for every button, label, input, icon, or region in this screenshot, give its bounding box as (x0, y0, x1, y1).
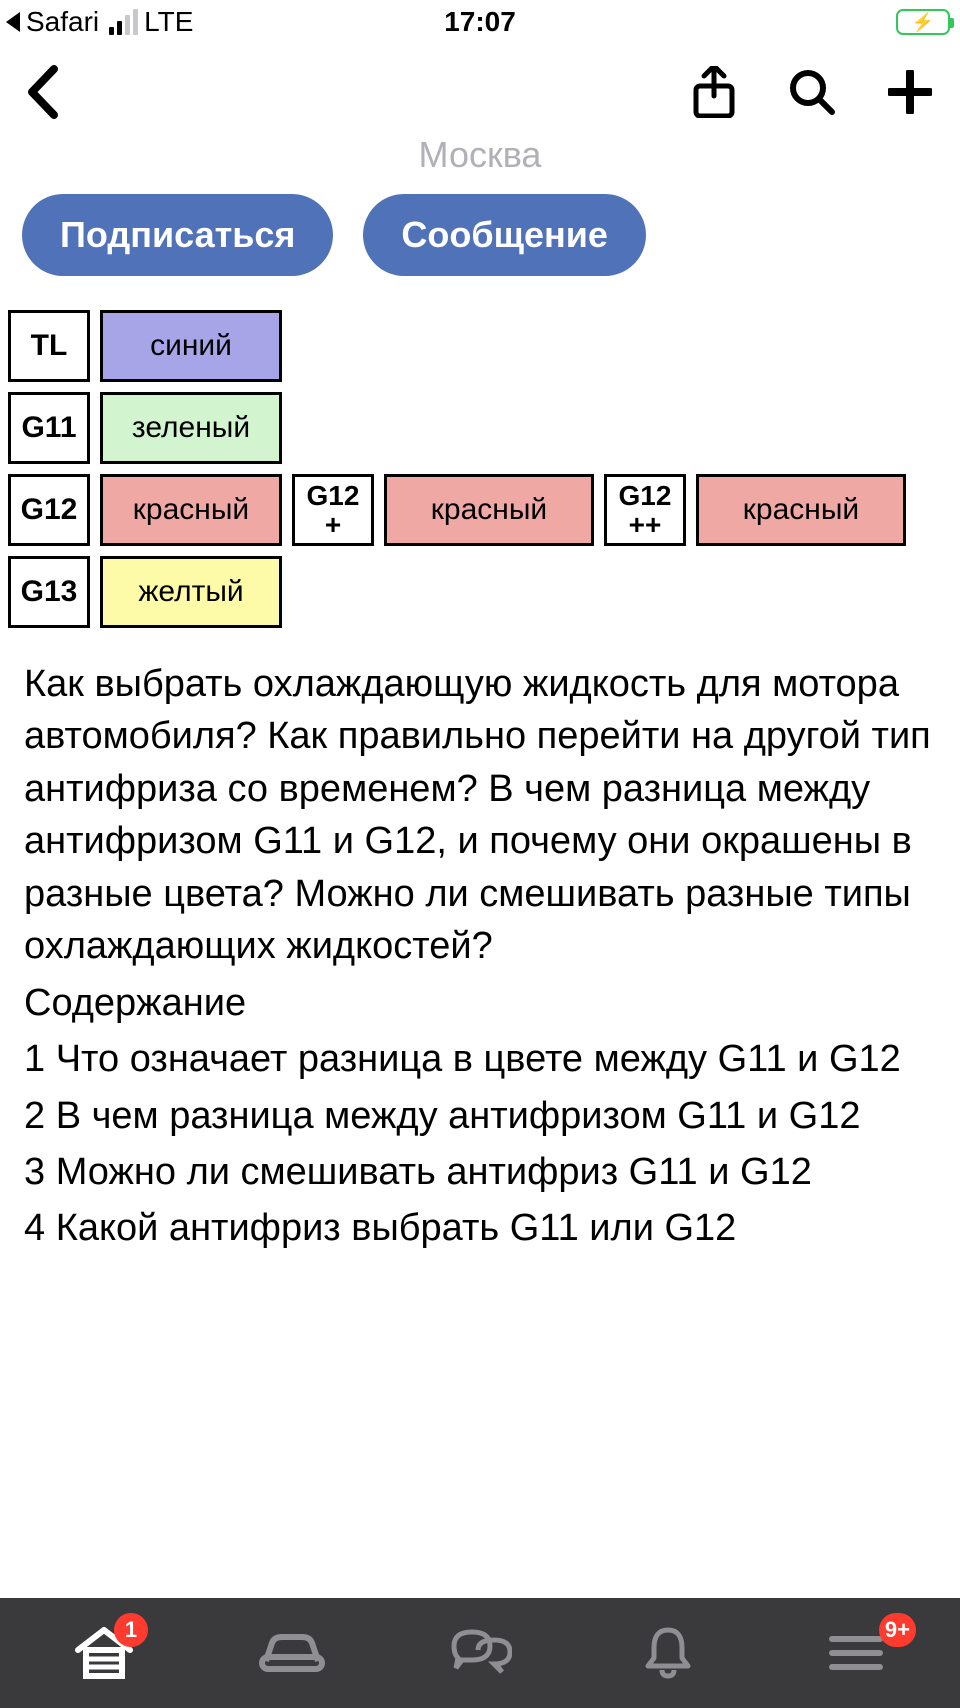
status-bar: Safari LTE 17:07 ⚡ (0, 0, 960, 44)
tab-bell[interactable] (628, 1621, 708, 1685)
subscribe-button[interactable]: Подписаться (22, 194, 333, 276)
table-row: G13желтый (8, 556, 952, 628)
antifreeze-code-cell: G13 (8, 556, 90, 628)
profile-actions: Подписаться Сообщение (0, 176, 960, 306)
antifreeze-color-cell: желтый (100, 556, 282, 628)
antifreeze-code-cell: G12 ++ (604, 474, 686, 546)
antifreeze-color-cell: красный (100, 474, 282, 546)
bottom-tab-bar: 1 9+ (0, 1598, 960, 1708)
table-row: G12красныйG12 +красныйG12 ++красный (8, 474, 952, 546)
location-subtitle: Москва (0, 134, 960, 176)
share-icon[interactable] (690, 68, 738, 116)
add-icon[interactable] (886, 68, 934, 116)
antifreeze-code-cell: G12 (8, 474, 90, 546)
badge: 9+ (879, 1613, 916, 1647)
toc-list: 1 Что означает разница в цвете между G11… (24, 1033, 936, 1255)
toc-item[interactable]: 4 Какой антифриз выбрать G11 или G12 (24, 1202, 936, 1254)
tab-chat[interactable] (440, 1621, 520, 1685)
battery-icon: ⚡ (896, 9, 950, 35)
tab-garage[interactable]: 1 (64, 1621, 144, 1685)
antifreeze-color-cell: зеленый (100, 392, 282, 464)
article-body: Как выбрать охлаждающую жидкость для мот… (0, 638, 960, 1255)
back-button[interactable] (26, 65, 60, 119)
toc-item[interactable]: 3 Можно ли смешивать антифриз G11 и G12 (24, 1146, 936, 1198)
antifreeze-code-cell: G11 (8, 392, 90, 464)
search-icon[interactable] (788, 68, 836, 116)
antifreeze-color-cell: красный (384, 474, 594, 546)
badge: 1 (114, 1613, 148, 1647)
clock: 17:07 (0, 6, 960, 38)
tab-menu[interactable]: 9+ (816, 1621, 896, 1685)
table-row: TLсиний (8, 310, 952, 382)
antifreeze-code-cell: G12 + (292, 474, 374, 546)
message-button[interactable]: Сообщение (363, 194, 646, 276)
article-intro: Как выбрать охлаждающую жидкость для мот… (24, 658, 936, 973)
table-row: G11зеленый (8, 392, 952, 464)
antifreeze-color-cell: красный (696, 474, 906, 546)
app-header (0, 44, 960, 140)
status-right: ⚡ (896, 9, 950, 35)
tab-car[interactable] (252, 1621, 332, 1685)
antifreeze-code-cell: TL (8, 310, 90, 382)
toc-item[interactable]: 1 Что означает разница в цвете между G11… (24, 1033, 936, 1085)
toc-heading: Содержание (24, 977, 936, 1029)
antifreeze-table: TLсинийG11зеленыйG12красныйG12 +красныйG… (0, 306, 960, 638)
antifreeze-color-cell: синий (100, 310, 282, 382)
toc-item[interactable]: 2 В чем разница между антифризом G11 и G… (24, 1090, 936, 1142)
